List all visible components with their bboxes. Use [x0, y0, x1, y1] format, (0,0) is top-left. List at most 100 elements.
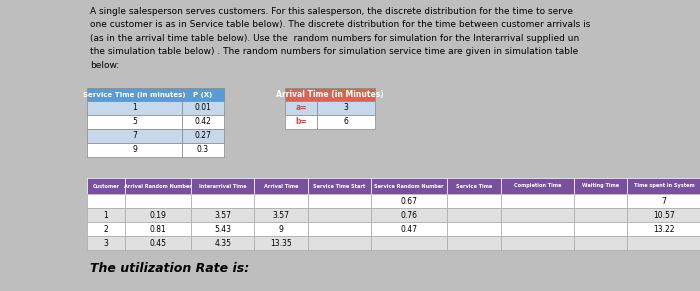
FancyBboxPatch shape	[182, 115, 224, 129]
Text: 0.45: 0.45	[150, 239, 167, 248]
FancyBboxPatch shape	[125, 194, 191, 208]
FancyBboxPatch shape	[255, 236, 308, 250]
FancyBboxPatch shape	[191, 178, 255, 194]
Text: (as in the arrival time table below). Use the  random numbers for simulation for: (as in the arrival time table below). Us…	[90, 34, 580, 43]
Text: the simulation table below) . The random numbers for simulation service time are: the simulation table below) . The random…	[90, 47, 578, 56]
FancyBboxPatch shape	[627, 194, 700, 208]
FancyBboxPatch shape	[574, 222, 627, 236]
FancyBboxPatch shape	[308, 236, 371, 250]
FancyBboxPatch shape	[371, 208, 447, 222]
Text: below:: below:	[90, 61, 119, 70]
Text: 13.35: 13.35	[270, 239, 292, 248]
Text: a=: a=	[295, 104, 307, 113]
Text: 0.47: 0.47	[400, 224, 418, 233]
FancyBboxPatch shape	[308, 208, 371, 222]
FancyBboxPatch shape	[308, 222, 371, 236]
FancyBboxPatch shape	[627, 208, 700, 222]
FancyBboxPatch shape	[447, 236, 500, 250]
FancyBboxPatch shape	[308, 178, 371, 194]
FancyBboxPatch shape	[87, 236, 125, 250]
FancyBboxPatch shape	[574, 208, 627, 222]
Text: Time spent in System: Time spent in System	[634, 184, 694, 189]
FancyBboxPatch shape	[182, 101, 224, 115]
FancyBboxPatch shape	[125, 208, 191, 222]
FancyBboxPatch shape	[574, 236, 627, 250]
FancyBboxPatch shape	[87, 115, 182, 129]
FancyBboxPatch shape	[191, 194, 255, 208]
Text: b=: b=	[295, 118, 307, 127]
Text: 9: 9	[279, 224, 284, 233]
Text: Service Time Start: Service Time Start	[314, 184, 365, 189]
FancyBboxPatch shape	[447, 208, 500, 222]
FancyBboxPatch shape	[255, 208, 308, 222]
FancyBboxPatch shape	[255, 194, 308, 208]
Text: Arrival Random Number: Arrival Random Number	[124, 184, 192, 189]
FancyBboxPatch shape	[87, 101, 182, 115]
Text: 10.57: 10.57	[653, 210, 675, 219]
FancyBboxPatch shape	[371, 236, 447, 250]
FancyBboxPatch shape	[182, 88, 224, 101]
FancyBboxPatch shape	[447, 194, 500, 208]
FancyBboxPatch shape	[191, 236, 255, 250]
FancyBboxPatch shape	[627, 222, 700, 236]
FancyBboxPatch shape	[125, 222, 191, 236]
Text: 4.35: 4.35	[214, 239, 231, 248]
Text: Completion Time: Completion Time	[514, 184, 561, 189]
Text: 0.67: 0.67	[400, 196, 418, 205]
FancyBboxPatch shape	[500, 178, 574, 194]
FancyBboxPatch shape	[574, 178, 627, 194]
FancyBboxPatch shape	[317, 115, 375, 129]
Text: 0.3: 0.3	[197, 146, 209, 155]
Text: Waiting Time: Waiting Time	[582, 184, 620, 189]
Text: 1: 1	[104, 210, 108, 219]
Text: one customer is as in Service table below). The discrete distribution for the ti: one customer is as in Service table belo…	[90, 20, 590, 29]
Text: 0.01: 0.01	[195, 104, 211, 113]
FancyBboxPatch shape	[87, 178, 125, 194]
Text: Arrival Time (in Minutes): Arrival Time (in Minutes)	[276, 90, 384, 99]
FancyBboxPatch shape	[447, 178, 500, 194]
FancyBboxPatch shape	[308, 194, 371, 208]
Text: 13.22: 13.22	[654, 224, 675, 233]
Text: Service Time (in minutes): Service Time (in minutes)	[83, 91, 186, 97]
FancyBboxPatch shape	[627, 178, 700, 194]
Text: 3.57: 3.57	[272, 210, 290, 219]
Text: Arrival Time: Arrival Time	[264, 184, 298, 189]
FancyBboxPatch shape	[125, 178, 191, 194]
Text: 7: 7	[662, 196, 666, 205]
FancyBboxPatch shape	[285, 101, 317, 115]
FancyBboxPatch shape	[500, 236, 574, 250]
FancyBboxPatch shape	[87, 88, 182, 101]
Text: 0.76: 0.76	[400, 210, 418, 219]
Text: 3: 3	[344, 104, 349, 113]
FancyBboxPatch shape	[87, 194, 125, 208]
FancyBboxPatch shape	[182, 143, 224, 157]
FancyBboxPatch shape	[317, 101, 375, 115]
Text: 6: 6	[344, 118, 349, 127]
Text: 0.81: 0.81	[150, 224, 167, 233]
FancyBboxPatch shape	[447, 222, 500, 236]
Text: The utilization Rate is:: The utilization Rate is:	[90, 262, 249, 274]
FancyBboxPatch shape	[182, 129, 224, 143]
Text: P (X): P (X)	[193, 91, 213, 97]
FancyBboxPatch shape	[285, 115, 317, 129]
FancyBboxPatch shape	[87, 222, 125, 236]
Text: 0.19: 0.19	[150, 210, 167, 219]
FancyBboxPatch shape	[371, 178, 447, 194]
FancyBboxPatch shape	[371, 222, 447, 236]
FancyBboxPatch shape	[627, 236, 700, 250]
FancyBboxPatch shape	[191, 222, 255, 236]
FancyBboxPatch shape	[255, 222, 308, 236]
Text: 9: 9	[132, 146, 137, 155]
FancyBboxPatch shape	[500, 208, 574, 222]
Text: 7: 7	[132, 132, 137, 141]
Text: 3.57: 3.57	[214, 210, 231, 219]
FancyBboxPatch shape	[574, 194, 627, 208]
Text: 3: 3	[104, 239, 108, 248]
Text: A single salesperson serves customers. For this salesperson, the discrete distri: A single salesperson serves customers. F…	[90, 7, 573, 16]
FancyBboxPatch shape	[87, 129, 182, 143]
FancyBboxPatch shape	[87, 208, 125, 222]
FancyBboxPatch shape	[125, 236, 191, 250]
Text: 0.42: 0.42	[195, 118, 211, 127]
Text: 0.27: 0.27	[195, 132, 211, 141]
Text: 1: 1	[132, 104, 137, 113]
